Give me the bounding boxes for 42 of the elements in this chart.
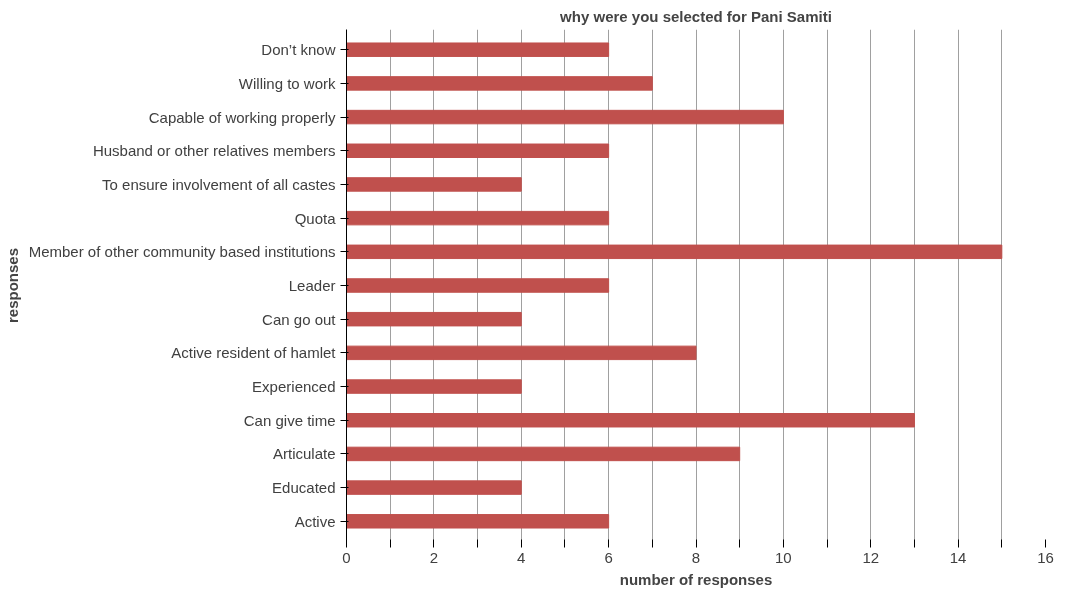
y-tick-label: Can give time [243, 411, 336, 429]
bar [346, 210, 610, 226]
x-tick-label: 10 [775, 548, 792, 566]
bar [346, 413, 915, 428]
x-axis-title: number of responses [619, 570, 773, 588]
bar [346, 143, 610, 158]
bar [346, 446, 741, 462]
y-tick-label: Capable of working properly [148, 108, 336, 126]
y-tick-label: Can go out [262, 310, 337, 328]
bar [346, 480, 522, 495]
bar [346, 177, 522, 192]
x-tick-label: 0 [342, 548, 351, 566]
bar [346, 76, 653, 91]
bar [346, 379, 522, 394]
x-tick-label: 12 [862, 548, 880, 566]
bar [346, 278, 610, 293]
x-tick-label: 2 [429, 548, 439, 566]
x-tick-label: 8 [691, 548, 701, 566]
bar [346, 109, 784, 125]
bar [346, 244, 1003, 260]
y-tick-label: Member of other community based institutions [28, 243, 336, 261]
bar [346, 42, 610, 57]
bar [346, 514, 610, 529]
y-tick-label: Experienced [252, 378, 336, 396]
chart-title: why were you selected for Pani Samiti [559, 7, 832, 25]
x-tick-label: 16 [1037, 548, 1054, 566]
y-tick-label: Active [294, 512, 336, 530]
y-tick-label: Articulate [272, 445, 336, 463]
bar [346, 311, 522, 327]
y-tick-label: Don’t know [261, 41, 336, 59]
y-tick-label: Active resident of hamlet [171, 344, 337, 362]
y-axis-title: responses [3, 247, 21, 324]
y-tick-label: Leader [288, 277, 336, 294]
y-tick-label: Willing to work [238, 74, 336, 92]
x-tick-label: 6 [604, 548, 613, 566]
x-tick-label: 4 [517, 548, 526, 566]
y-tick-label: Quota [294, 209, 337, 227]
bar [346, 345, 697, 361]
y-tick-label: Husband or other relatives members [92, 142, 336, 160]
y-tick-label: To ensure involvement of all castes [102, 175, 336, 193]
x-tick-label: 14 [949, 548, 967, 566]
y-tick-label: Educated [272, 479, 336, 497]
